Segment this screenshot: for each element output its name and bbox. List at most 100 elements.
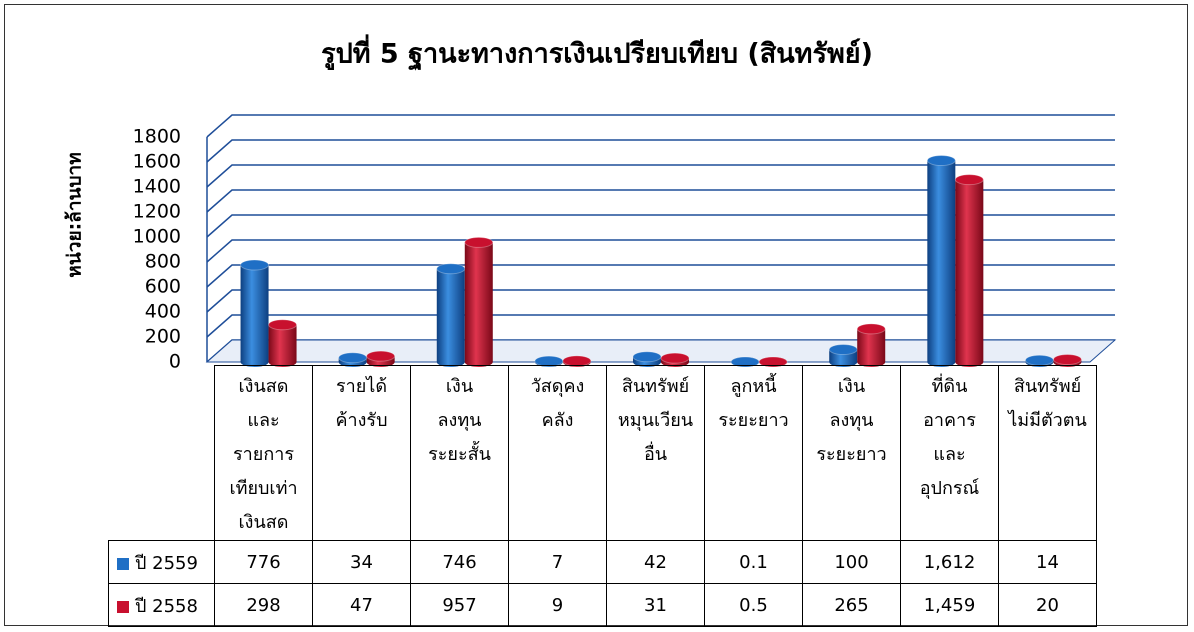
legend-cell: ปี 2558: [108, 583, 215, 627]
chart-title: รูปที่ 5 ฐานะทางการเงินเปรียบเทียบ (สินท…: [321, 34, 873, 72]
value-label: 298: [214, 583, 313, 627]
category-label: วัสดุคง คลัง: [508, 365, 607, 541]
y-tick-label: 1200: [133, 201, 181, 223]
blank-cell: [109, 366, 215, 541]
bar-base: [464, 357, 493, 367]
category-label: สินทรัพย์ หมุนเวียน อื่น: [606, 365, 705, 541]
grid-line: [206, 239, 1115, 263]
value-label: 42: [606, 540, 705, 584]
bar-top: [1024, 354, 1054, 366]
grid-line: [206, 139, 1115, 163]
bar-body: [857, 328, 886, 362]
y-tick-label: 400: [145, 301, 181, 323]
y-tick-label: 1600: [133, 151, 181, 173]
y-tick-label: 600: [145, 276, 181, 298]
bar-top: [338, 352, 368, 364]
bar-top: [660, 352, 690, 364]
bar-top: [1052, 354, 1082, 365]
bar: [926, 155, 956, 367]
value-label: 9: [508, 583, 607, 627]
y-tick-label: 0: [169, 351, 181, 373]
grid-line: [206, 164, 1115, 188]
bar-top: [828, 344, 858, 355]
bar: [856, 323, 886, 367]
bar-body: [927, 160, 956, 362]
legend-swatch: [117, 600, 129, 613]
category-label: เงิน ลงทุน ระยะยาว: [802, 365, 901, 541]
y-axis-label: หน่วย:ล้านบาท: [64, 152, 86, 277]
value-label: 0.5: [704, 583, 803, 627]
bar: [436, 263, 466, 367]
value-label: 1,612: [900, 540, 999, 584]
value-label: 1,459: [900, 583, 999, 627]
bar-body: [268, 324, 297, 362]
bar-top: [632, 351, 662, 363]
value-label: 34: [312, 540, 411, 584]
value-label: 746: [410, 540, 509, 584]
bar: [464, 236, 494, 367]
bar-top: [366, 350, 396, 362]
bar-base: [436, 357, 465, 367]
bar-base: [857, 357, 886, 367]
bar-base: [268, 357, 297, 367]
bar: [268, 319, 298, 367]
category-label: เงินสด และ รายการ เทียบเท่า เงินสด: [214, 365, 313, 541]
table-row: เงินสด และ รายการ เทียบเท่า เงินสด รายได้…: [109, 365, 1097, 541]
value-label: 957: [410, 583, 509, 627]
category-label: ลูกหนี้ ระยะยาว: [704, 365, 803, 541]
legend-cell: ปี 2559: [108, 540, 215, 584]
bar: [632, 351, 662, 367]
value-label: 14: [998, 540, 1097, 584]
y-tick-label: 1800: [133, 126, 181, 148]
bar: [366, 350, 396, 367]
grid-line: [206, 314, 1115, 338]
table-row: ปี 2558 298 47 957 9 31 0.5 265 1,459 20: [108, 583, 1097, 627]
data-table: เงินสด และ รายการ เทียบเท่า เงินสด รายได้…: [108, 365, 1097, 627]
grid-line: [206, 189, 1115, 213]
grid-line: [206, 289, 1115, 313]
bar: [730, 356, 760, 368]
bar-base: [829, 357, 858, 367]
grid-line: [206, 214, 1115, 238]
y-tick-label: 1000: [133, 226, 181, 248]
bar-body: [955, 179, 984, 362]
bar-top: [926, 155, 956, 166]
bar: [660, 352, 690, 367]
bar-base: [955, 357, 984, 367]
value-label: 31: [606, 583, 705, 627]
bar-top: [954, 174, 984, 186]
bar: [758, 356, 788, 368]
bar-top: [268, 319, 298, 331]
value-label: 7: [508, 540, 607, 584]
category-label: สินทรัพย์ ไม่มีตัวตน: [998, 365, 1097, 541]
bar-top: [464, 236, 494, 248]
bar-base: [240, 357, 269, 367]
bar: [828, 344, 858, 367]
bar-top: [436, 263, 466, 275]
category-label: ที่ดิน อาคาร และ อุปกรณ์: [900, 365, 999, 541]
bar: [338, 352, 368, 367]
value-label: 776: [214, 540, 313, 584]
bar: [240, 259, 270, 367]
floor: [205, 339, 1117, 363]
bar-top: [240, 259, 270, 271]
table-row: ปี 2559 776 34 746 7 42 0.1 100 1,612 14: [108, 540, 1097, 584]
bar: [954, 174, 984, 367]
value-label: 265: [802, 583, 901, 627]
bar-body: [436, 268, 465, 362]
legend-swatch: [117, 557, 129, 570]
value-label: 20: [998, 583, 1097, 627]
bar-base: [927, 357, 956, 367]
bar: [1052, 354, 1082, 367]
y-tick-label: 800: [145, 251, 181, 273]
value-label: 100: [802, 540, 901, 584]
bar: [534, 355, 564, 367]
bar-body: [240, 265, 269, 362]
bar-body: [464, 242, 493, 362]
category-label: เงิน ลงทุน ระยะสั้น: [410, 365, 509, 541]
grid-line: [206, 114, 1115, 138]
value-label: 0.1: [704, 540, 803, 584]
bar: [562, 355, 592, 367]
category-label: รายได้ ค้างรับ: [312, 365, 411, 541]
